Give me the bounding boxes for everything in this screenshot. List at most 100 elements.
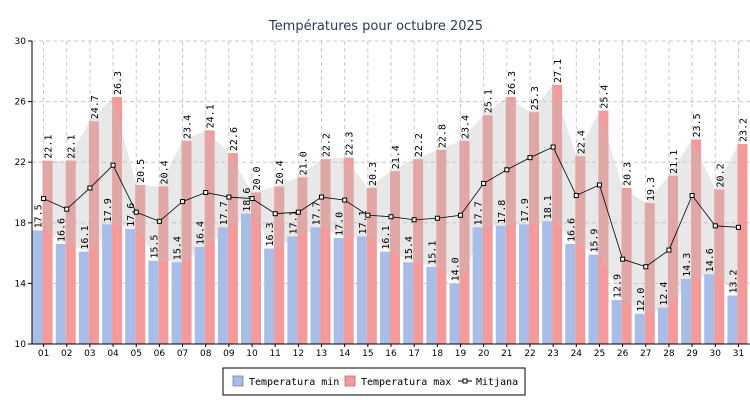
label-min: 14.6 <box>705 248 716 272</box>
label-max: 21.0 <box>298 151 309 175</box>
x-tick-label: 24 <box>571 349 583 359</box>
bar-min <box>55 244 66 344</box>
label-min: 18.6 <box>242 188 253 212</box>
label-min: 17.0 <box>335 212 346 236</box>
x-tick-label: 27 <box>640 349 651 359</box>
x-tick-label: 26 <box>617 349 629 359</box>
label-min: 17.5 <box>34 204 45 228</box>
x-tick-label: 04 <box>107 349 119 359</box>
label-min: 15.5 <box>149 235 160 259</box>
avg-marker <box>550 144 556 150</box>
x-tick-label: 30 <box>710 349 722 359</box>
x-tick-label: 22 <box>524 349 535 359</box>
label-min: 12.9 <box>613 274 624 298</box>
bar-max <box>459 140 470 344</box>
label-max: 19.3 <box>646 177 657 201</box>
label-min: 17.6 <box>126 203 137 227</box>
avg-marker <box>365 212 371 218</box>
avg-marker <box>87 185 93 191</box>
x-tick-label: 11 <box>269 349 280 359</box>
bar-max <box>204 130 215 344</box>
label-max: 20.5 <box>136 159 147 183</box>
avg-marker <box>735 224 741 230</box>
label-max: 25.3 <box>530 86 541 110</box>
x-tick-label: 01 <box>38 349 49 359</box>
bar-min <box>611 300 622 344</box>
label-min: 17.8 <box>497 200 508 224</box>
bar-max <box>737 144 748 344</box>
x-tick-label: 06 <box>154 349 166 359</box>
bar-max <box>575 156 586 344</box>
label-max: 25.1 <box>484 89 495 113</box>
x-tick-label: 19 <box>455 349 467 359</box>
bar-min <box>333 237 344 344</box>
label-min: 17.7 <box>474 201 485 225</box>
bar-max <box>552 84 563 344</box>
bar-min <box>287 236 298 344</box>
bar-max <box>528 112 539 344</box>
min-bars <box>32 213 738 344</box>
bar-max <box>88 121 99 344</box>
label-min: 16.6 <box>57 218 68 242</box>
label-min: 16.6 <box>566 218 577 242</box>
label-max: 21.4 <box>391 145 402 169</box>
label-max: 23.2 <box>738 118 749 142</box>
label-max: 22.8 <box>437 124 448 148</box>
avg-marker <box>156 218 162 224</box>
bar-max <box>251 192 262 344</box>
label-max: 26.3 <box>113 71 124 95</box>
avg-marker <box>342 197 348 203</box>
avg-marker <box>457 212 463 218</box>
bar-min <box>380 251 390 344</box>
bar-max <box>42 160 53 344</box>
x-tick-label: 08 <box>200 349 212 359</box>
avg-marker <box>110 162 116 168</box>
label-max: 24.7 <box>90 95 101 119</box>
bar-min <box>217 227 228 344</box>
label-min: 15.4 <box>404 236 415 260</box>
bar-min <box>125 228 136 344</box>
x-tick-label: 05 <box>130 349 141 359</box>
bar-min <box>171 262 182 344</box>
bar-max <box>390 171 400 344</box>
chart-title: Températures pour octubre 2025 <box>268 19 483 34</box>
y-tick-label: 14 <box>15 279 27 289</box>
bar-min <box>356 236 367 344</box>
label-min: 12.0 <box>636 288 647 312</box>
legend-label-max: Temperatura max <box>361 377 451 388</box>
x-tick-label: 20 <box>478 349 490 359</box>
avg-marker <box>180 199 186 205</box>
bar-max <box>320 159 331 344</box>
bar-min <box>704 274 715 344</box>
bar-max <box>274 186 285 344</box>
label-min: 13.2 <box>728 269 739 293</box>
y-tick-label: 30 <box>15 37 27 47</box>
label-max: 22.1 <box>67 135 78 159</box>
label-max: 25.4 <box>599 85 610 109</box>
x-tick-label: 28 <box>663 349 675 359</box>
label-max: 23.5 <box>692 113 703 137</box>
avg-marker <box>712 223 718 229</box>
bar-min <box>588 254 599 344</box>
bar-min <box>264 248 275 344</box>
bar-max <box>135 184 146 344</box>
avg-marker <box>64 206 70 212</box>
label-min: 18.1 <box>543 195 554 219</box>
label-min: 17.7 <box>219 201 230 225</box>
bar-max <box>158 186 169 344</box>
x-tick-label: 09 <box>223 349 235 359</box>
bar-min <box>518 224 529 344</box>
y-tick-label: 10 <box>15 340 27 350</box>
avg-marker <box>481 180 487 186</box>
x-tick-label: 07 <box>177 349 188 359</box>
avg-marker <box>295 209 301 215</box>
bar-min <box>657 307 668 344</box>
label-max: 20.3 <box>368 162 379 186</box>
min-max-band <box>43 84 739 314</box>
avg-marker <box>388 214 394 220</box>
bar-max <box>482 115 493 344</box>
axes: 10 14 18 22 26 30 01 02 03 04 05 06 07 08 09 10 11 12 13 14… <box>15 37 750 359</box>
avg-marker <box>527 155 533 161</box>
legend-label-avg: Mitjana <box>476 377 518 388</box>
x-tick-label: 12 <box>293 349 304 359</box>
